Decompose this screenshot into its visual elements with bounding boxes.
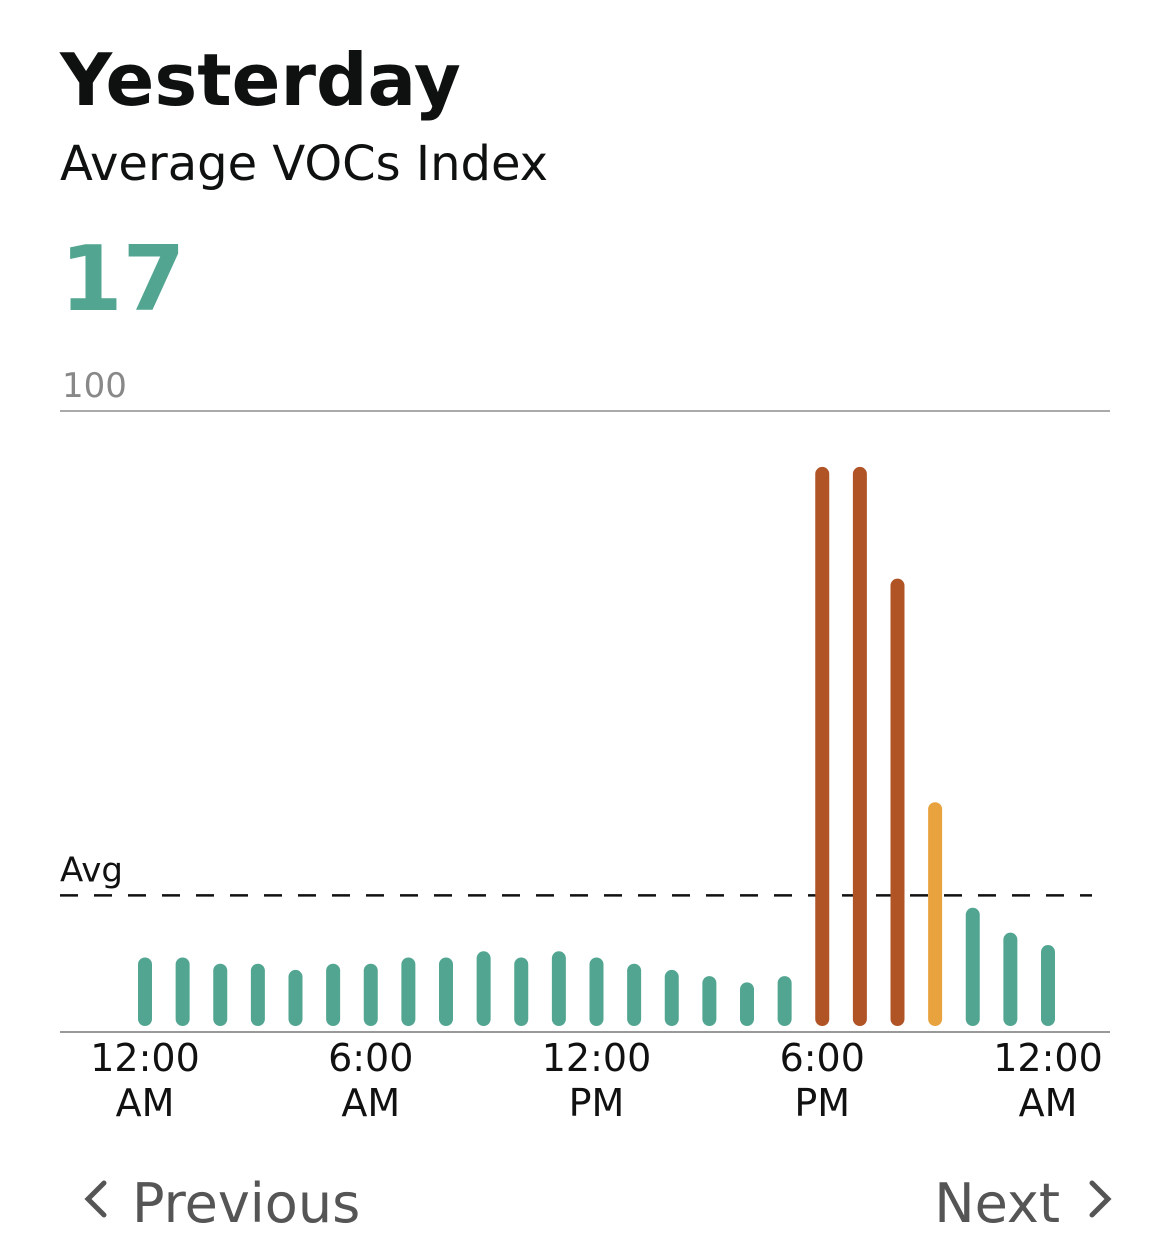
average-value: 17 [60,227,185,332]
bar [1041,945,1055,1026]
previous-button[interactable]: Previous [84,1172,360,1235]
y-tick-label: 100 [62,366,127,406]
bar [928,802,943,1026]
bar [514,957,529,1026]
bar [476,951,491,1026]
bar [1003,932,1018,1026]
bar [439,957,453,1026]
bar [852,466,867,1026]
bar [702,976,717,1026]
bar [326,963,341,1026]
chevron-right [1089,1180,1112,1218]
previous-label[interactable]: Previous [132,1172,360,1235]
bar [363,963,378,1026]
bar [175,957,190,1026]
bar [890,578,905,1026]
chevron-left [84,1180,107,1218]
x-tick-label: 12:00 AM [993,1036,1103,1125]
bar [401,957,416,1026]
next-button[interactable]: Next [934,1172,1112,1235]
avg-label: Avg [60,850,123,890]
x-tick-label: 12:00 AM [90,1036,200,1125]
bar [740,982,754,1026]
bar [627,963,642,1026]
bar [551,951,566,1026]
x-tick-label: 6:00 PM [779,1036,865,1125]
subtitle: Average VOCs Index [60,136,548,192]
bar [815,466,830,1026]
bar [138,957,152,1026]
x-tick-label: 12:00 PM [541,1036,652,1125]
bar [213,963,228,1026]
title: Yesterday [59,38,461,122]
next-label[interactable]: Next [934,1172,1060,1235]
bar [664,969,679,1026]
bar [589,957,604,1026]
bar [965,907,980,1026]
bar [288,969,303,1026]
bar [250,963,265,1026]
bar [777,976,792,1026]
x-tick-label: 6:00 AM [328,1036,414,1125]
